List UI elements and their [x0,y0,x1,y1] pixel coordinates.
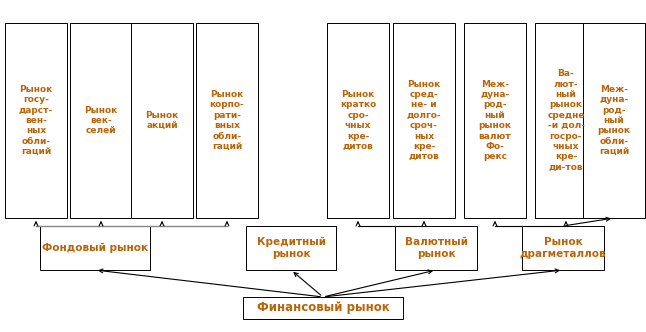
FancyBboxPatch shape [196,23,258,218]
Text: Рынок
век-
селей: Рынок век- селей [85,106,118,135]
FancyBboxPatch shape [464,23,526,218]
FancyBboxPatch shape [327,23,389,218]
Text: Меж-
дуна-
род-
ный
рынок
обли-
гаций: Меж- дуна- род- ный рынок обли- гаций [598,85,630,156]
Text: Рынок
кратко
сро-
чных
кре-
дитов: Рынок кратко сро- чных кре- дитов [340,90,376,151]
Text: Фондовый рынок: Фондовый рынок [42,243,148,253]
Text: Рынок
госу-
дарст-
вен-
ных
обли-
гаций: Рынок госу- дарст- вен- ных обли- гаций [19,85,53,156]
Text: Валютный
рынок: Валютный рынок [404,237,468,259]
Text: Кредитный
рынок: Кредитный рынок [256,237,326,259]
FancyBboxPatch shape [395,226,477,270]
FancyBboxPatch shape [583,23,645,218]
FancyBboxPatch shape [246,226,336,270]
FancyBboxPatch shape [131,23,193,218]
FancyBboxPatch shape [40,226,150,270]
Text: Рынок
сред-
не- и
долго-
сроч-
ных
кре-
дитов: Рынок сред- не- и долго- сроч- ных кре- … [407,80,441,161]
FancyBboxPatch shape [5,23,67,218]
FancyBboxPatch shape [243,297,403,319]
Text: Финансовый рынок: Финансовый рынок [256,301,390,314]
Text: Рынок
драгметаллов: Рынок драгметаллов [519,237,607,259]
Text: Меж-
дуна-
род-
ный
рынок
валют
Фо-
рекс: Меж- дуна- род- ный рынок валют Фо- рекс [479,80,512,161]
Text: Рынок
акций: Рынок акций [145,111,179,130]
Text: Ва-
лют-
ный
рынок
средне
-и дол-
госро-
чных
кре-
ди-тов: Ва- лют- ный рынок средне -и дол- госро-… [547,69,585,172]
FancyBboxPatch shape [393,23,455,218]
FancyBboxPatch shape [70,23,132,218]
FancyBboxPatch shape [535,23,597,218]
FancyBboxPatch shape [522,226,604,270]
Text: Рынок
корпо-
рати-
вных
обли-
гаций: Рынок корпо- рати- вных обли- гаций [209,90,244,151]
